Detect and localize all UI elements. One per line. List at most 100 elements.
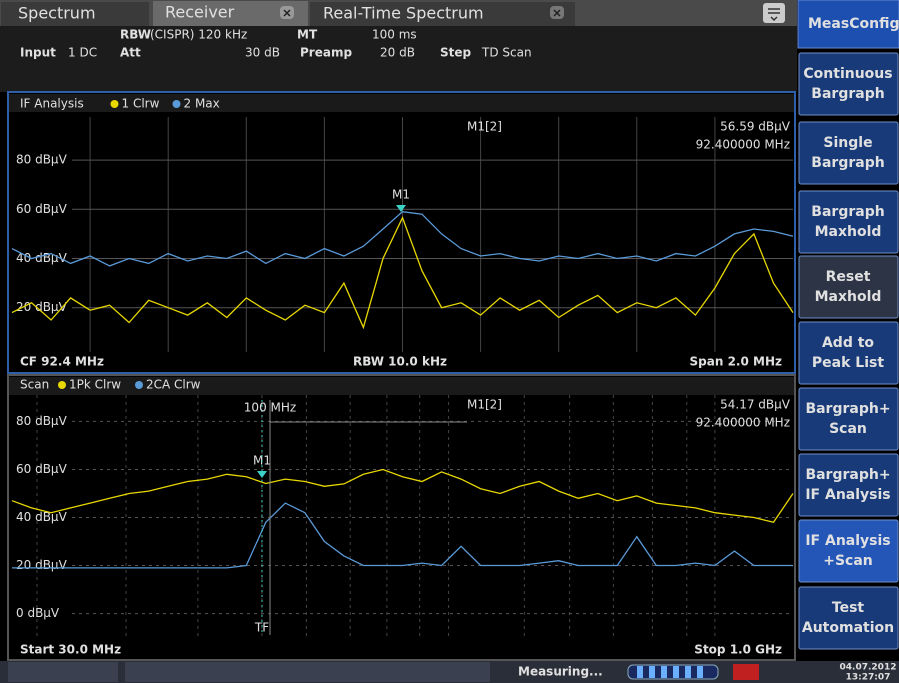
header-label: Input [20, 46, 56, 60]
header-label: Preamp [300, 46, 352, 60]
header-label: MT [297, 28, 318, 42]
softkey-label: Scan [829, 421, 867, 437]
softkey-button [798, 255, 899, 319]
header-value: 100 ms [372, 28, 417, 42]
softkey[interactable]: Continuous Bargraph [798, 52, 899, 116]
softkey[interactable]: Reset Maxhold [798, 255, 899, 319]
softkey-label: Bargraph+ [805, 401, 890, 417]
trace-legend-dot [110, 100, 119, 108]
softkey-label: Bargraph [811, 86, 884, 102]
trace-legend-dot [58, 381, 66, 389]
marker-level: 56.59 dBµV [720, 120, 791, 134]
softkey[interactable]: Single Bargraph [798, 121, 899, 185]
trace-legend: 2CA Clrw [146, 378, 201, 392]
softkey-button [798, 321, 899, 385]
status-field [125, 662, 490, 682]
marker-readout: M1[2] [467, 120, 502, 134]
marker-triangle [257, 471, 267, 478]
softkey-label: Peak List [812, 355, 884, 371]
window-title-bar [9, 377, 794, 395]
lxi-icon [733, 664, 759, 680]
window-title: Scan [20, 378, 49, 392]
status-time: 13:27:07 [846, 673, 891, 683]
status-field [8, 662, 118, 682]
softkey-label: IF Analysis [805, 533, 890, 549]
marker-frequency: 92.400000 MHz [696, 138, 790, 152]
status-message: Measuring... [518, 665, 603, 679]
trace-legend-dot [135, 381, 143, 389]
y-tick-label: 20 dBµV [16, 558, 68, 572]
trace [11, 216, 794, 330]
window-title-bar [9, 94, 794, 112]
softkey-label: IF Analysis [805, 487, 890, 503]
softkey-label: Maxhold [815, 224, 882, 240]
header-label: Step [440, 46, 472, 60]
window-footer-bar [9, 353, 794, 371]
marker-triangle [396, 205, 406, 212]
marker-frequency: 92.400000 MHz [696, 416, 790, 430]
marker-readout: M1[2] [467, 398, 502, 412]
close-icon-glyph [553, 9, 561, 17]
softkey-title: MeasConfig [808, 16, 899, 32]
tab-label: Receiver [165, 3, 235, 22]
softkey-title-box [797, 0, 899, 49]
trace [11, 468, 794, 524]
y-tick-label: 60 dBµV [16, 202, 68, 216]
status-date: 04.07.2012 [840, 663, 897, 673]
softkey-button [798, 190, 899, 254]
marker-level: 54.17 dBµV [720, 398, 791, 412]
softkey[interactable]: Bargraph Maxhold [798, 190, 899, 254]
trace [11, 211, 794, 267]
y-tick-label: 60 dBµV [16, 462, 68, 476]
softkey-button [798, 519, 899, 583]
softkey[interactable]: Bargraph+ IF Analysis [798, 453, 899, 517]
softkey-button [798, 453, 899, 517]
softkey[interactable]: IF Analysis +Scan [798, 519, 899, 583]
header-panel [0, 26, 797, 92]
softkey-label: +Scan [823, 553, 873, 569]
softkey-label: Maxhold [815, 289, 882, 305]
header-value: TD Scan [481, 46, 532, 60]
softkey[interactable]: Bargraph+ Scan [798, 387, 899, 451]
softkey-button [798, 52, 899, 116]
softkey-label: Reset [826, 269, 871, 285]
footer-left: Start 30.0 MHz [20, 643, 121, 657]
header-value: 1 DC [68, 46, 97, 60]
tab-label: Spectrum [18, 4, 96, 23]
softkey-label: Continuous [803, 66, 892, 82]
softkey-label: Add to [822, 335, 874, 351]
softkey-label: Bargraph [811, 155, 884, 171]
trace-legend: 1 Clrw [122, 97, 160, 111]
ref-label: 100 MHz [244, 401, 296, 415]
softkey[interactable]: Add to Peak List [798, 321, 899, 385]
softkey-button [798, 387, 899, 451]
y-tick-label: 40 dBµV [16, 510, 68, 524]
header-value: (CISPR) 120 kHz [150, 28, 247, 42]
softkey-label: Test [832, 600, 865, 616]
y-tick-label: 80 dBµV [16, 414, 68, 428]
softkey[interactable]: Test Automation [798, 586, 899, 650]
tab-label: Real-Time Spectrum [323, 4, 484, 23]
trace-legend: 1Pk Clrw [69, 378, 121, 392]
window-title: IF Analysis [20, 97, 84, 111]
tf-label: TF [254, 621, 269, 635]
progress-fill [637, 666, 703, 678]
close-icon-glyph [283, 9, 291, 17]
marker-label: M1 [392, 188, 410, 202]
softkey-label: Bargraph [811, 204, 884, 220]
y-tick-label: 80 dBµV [16, 153, 68, 167]
softkey-button [798, 586, 899, 650]
y-tick-label: 40 dBµV [16, 251, 68, 265]
trace-legend: 2 Max [184, 97, 220, 111]
softkey-label: Single [823, 135, 872, 151]
softkey-label: Automation [802, 620, 894, 636]
softkey-label: Bargraph+ [805, 467, 890, 483]
window-frame [7, 91, 796, 374]
tab[interactable] [1, 2, 149, 26]
trace-legend-dot [172, 100, 181, 108]
trace [12, 502, 793, 569]
tab[interactable] [310, 2, 575, 26]
y-tick-label: 0 dBµV [16, 606, 60, 620]
